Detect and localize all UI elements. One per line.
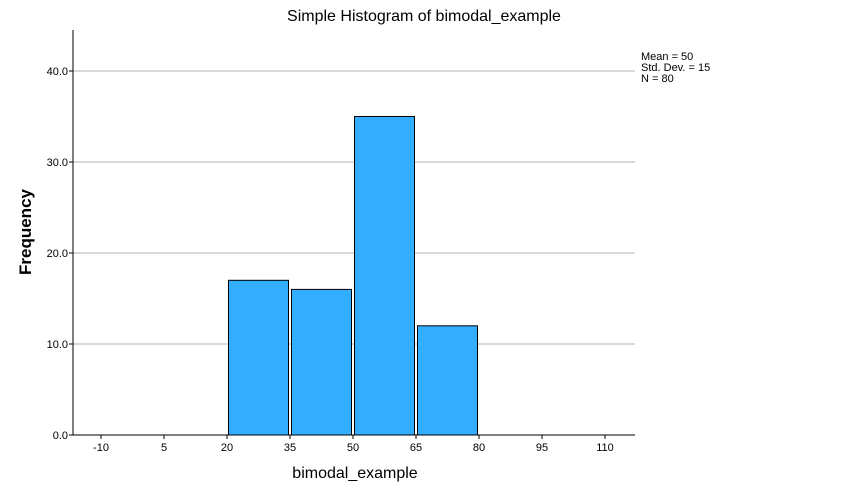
x-tick-label: 110 xyxy=(596,442,614,454)
x-tick-label: -10 xyxy=(93,442,109,454)
stats-box: Mean = 50 Std. Dev. = 15 N = 80 xyxy=(641,52,710,85)
x-tick-label: 20 xyxy=(221,442,233,454)
y-tick-label: 40.0 xyxy=(47,66,68,78)
x-tick-label: 35 xyxy=(284,442,296,454)
stat-n: N = 80 xyxy=(641,73,674,85)
x-axis-label: bimodal_example xyxy=(292,465,418,482)
x-tick-label: 65 xyxy=(410,442,422,454)
chart-title: Simple Histogram of bimodal_example xyxy=(287,8,561,25)
histogram-bar xyxy=(417,325,478,436)
histogram-bar xyxy=(228,279,289,436)
stat-mean: Mean = 50 xyxy=(641,51,694,63)
x-tick-label: 50 xyxy=(347,442,359,454)
y-tick-label: 0.0 xyxy=(53,430,68,442)
y-tick-label: 20.0 xyxy=(47,248,68,260)
histogram-bar xyxy=(354,116,415,436)
x-tick-label: 5 xyxy=(161,442,167,454)
y-tick-label: 10.0 xyxy=(47,339,68,351)
x-tick-label: 95 xyxy=(536,442,548,454)
x-tick-label: 80 xyxy=(473,442,485,454)
histogram-bar xyxy=(291,288,352,436)
y-tick-label: 30.0 xyxy=(47,157,68,169)
stat-std-dev: Std. Dev. = 15 xyxy=(641,62,711,74)
